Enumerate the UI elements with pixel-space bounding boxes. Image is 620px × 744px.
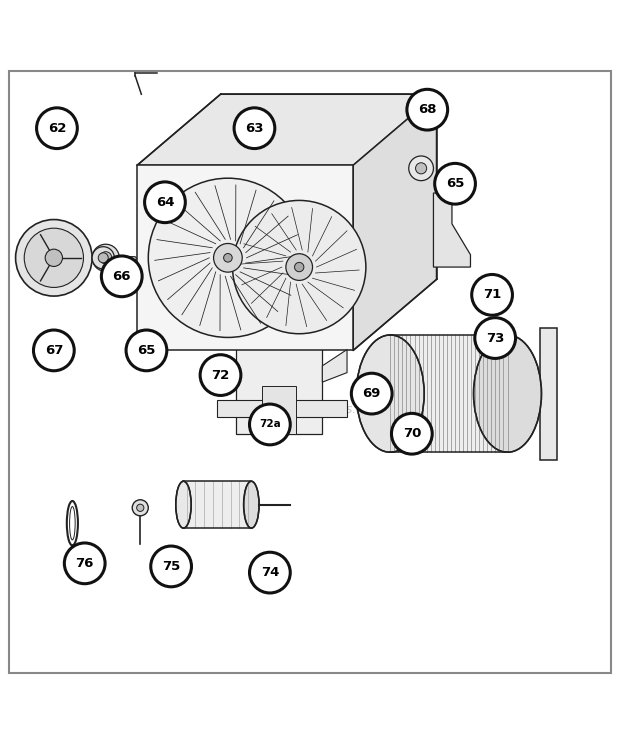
Circle shape <box>92 244 119 272</box>
Polygon shape <box>137 94 436 165</box>
Circle shape <box>224 254 232 262</box>
Polygon shape <box>353 94 436 350</box>
Text: 74: 74 <box>260 566 279 579</box>
Circle shape <box>472 275 513 315</box>
Circle shape <box>16 219 92 296</box>
Polygon shape <box>236 298 322 434</box>
Circle shape <box>234 108 275 149</box>
Circle shape <box>409 156 433 181</box>
Ellipse shape <box>356 335 424 452</box>
Circle shape <box>136 504 144 511</box>
Circle shape <box>286 254 312 280</box>
Text: 71: 71 <box>483 289 501 301</box>
Circle shape <box>33 330 74 371</box>
Circle shape <box>200 355 241 396</box>
Text: 76: 76 <box>76 557 94 570</box>
Text: 72a: 72a <box>259 420 281 429</box>
Text: 73: 73 <box>486 332 504 344</box>
Text: 63: 63 <box>245 122 264 135</box>
Polygon shape <box>390 335 508 452</box>
Circle shape <box>100 251 112 264</box>
Circle shape <box>391 414 432 454</box>
Circle shape <box>132 500 148 516</box>
Text: 66: 66 <box>112 270 131 283</box>
Text: 68: 68 <box>418 103 436 116</box>
Polygon shape <box>218 400 347 417</box>
Circle shape <box>415 163 427 174</box>
Circle shape <box>435 164 476 204</box>
Text: 65: 65 <box>137 344 156 357</box>
Polygon shape <box>184 481 251 528</box>
Circle shape <box>232 200 366 334</box>
Circle shape <box>45 249 63 266</box>
Polygon shape <box>137 165 353 350</box>
Circle shape <box>24 228 84 287</box>
Polygon shape <box>539 327 557 460</box>
Polygon shape <box>433 193 471 267</box>
Circle shape <box>151 546 192 587</box>
Ellipse shape <box>175 481 191 528</box>
Circle shape <box>144 182 185 222</box>
Text: 72: 72 <box>211 368 229 382</box>
Circle shape <box>475 318 516 359</box>
Text: 75: 75 <box>162 560 180 573</box>
Circle shape <box>92 247 114 269</box>
Text: 67: 67 <box>45 344 63 357</box>
Text: 69: 69 <box>363 387 381 400</box>
Circle shape <box>249 552 290 593</box>
Text: 65: 65 <box>446 177 464 190</box>
Polygon shape <box>262 386 296 434</box>
Circle shape <box>213 243 242 272</box>
Circle shape <box>37 108 78 149</box>
Text: 64: 64 <box>156 196 174 209</box>
Circle shape <box>294 263 304 272</box>
Polygon shape <box>322 350 347 382</box>
Ellipse shape <box>474 335 541 452</box>
Circle shape <box>64 543 105 584</box>
Ellipse shape <box>244 481 259 528</box>
Circle shape <box>102 256 142 297</box>
Text: 70: 70 <box>402 427 421 440</box>
Text: eReplacementParts.com: eReplacementParts.com <box>238 403 382 416</box>
Circle shape <box>148 179 308 338</box>
Circle shape <box>407 89 448 130</box>
Text: 62: 62 <box>48 122 66 135</box>
Circle shape <box>249 404 290 445</box>
Circle shape <box>98 253 108 263</box>
Circle shape <box>352 373 392 414</box>
Circle shape <box>126 330 167 371</box>
